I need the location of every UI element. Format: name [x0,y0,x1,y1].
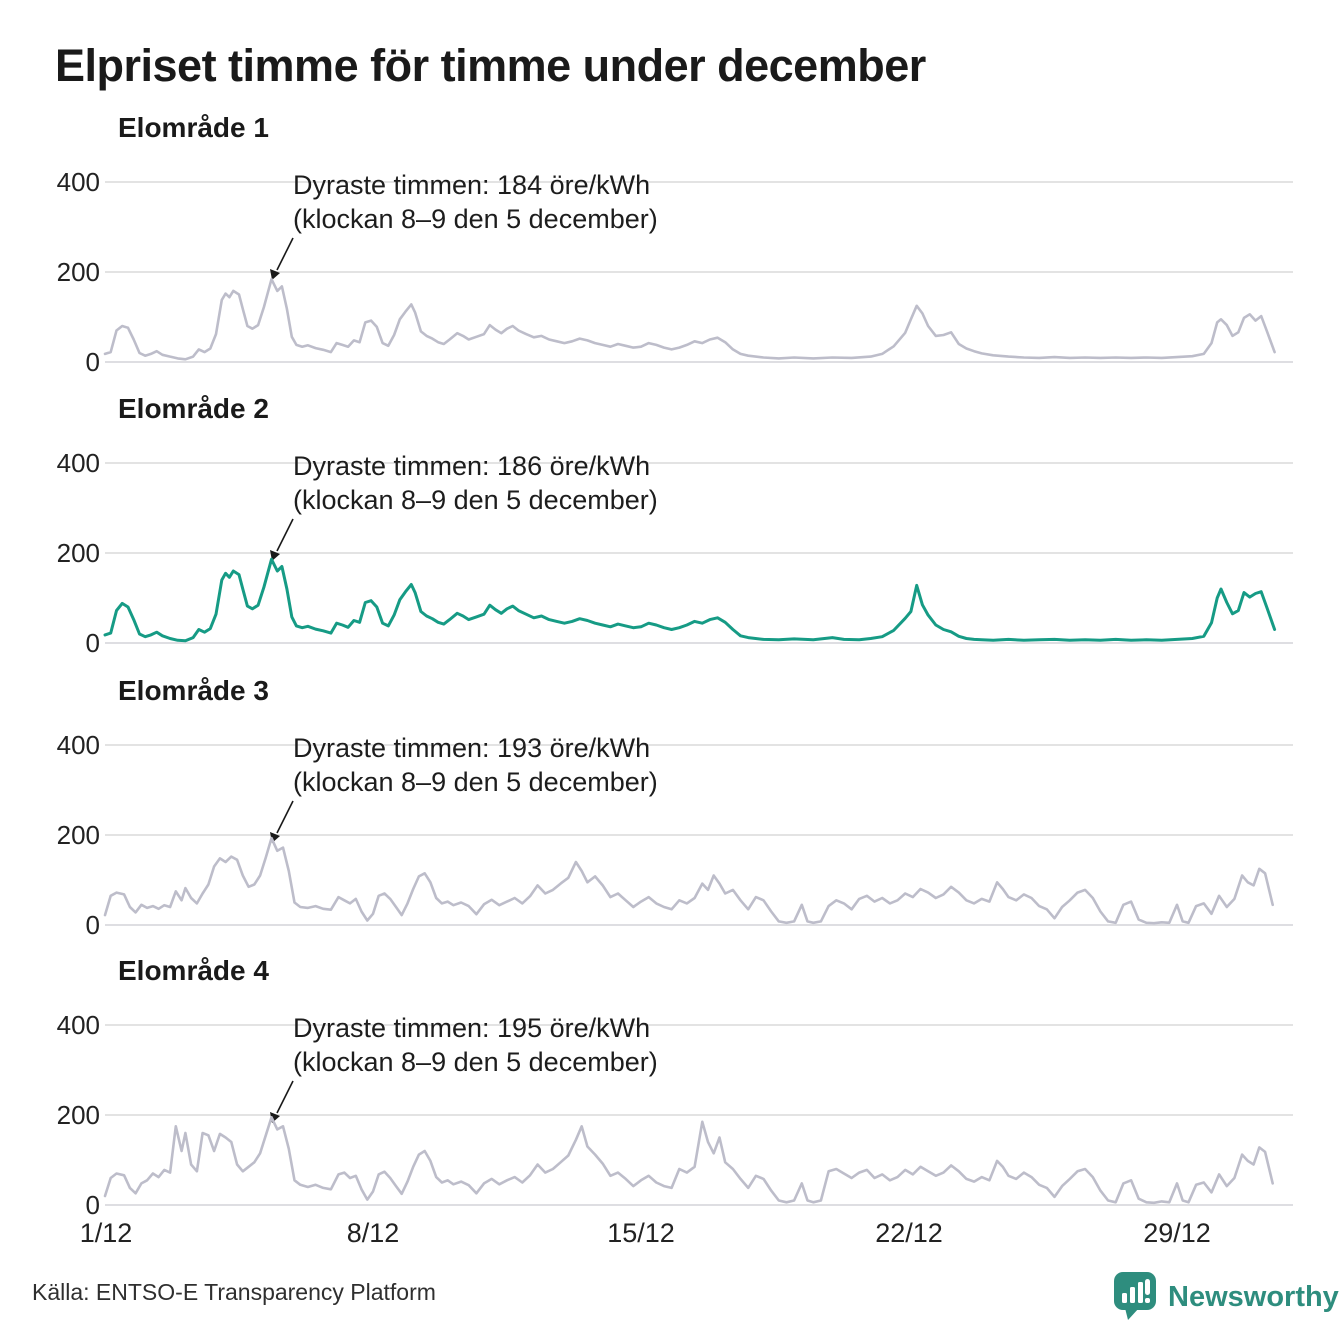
annotation-elomrade-2: Dyraste timmen: 186 öre/kWh (klockan 8–9… [293,449,658,517]
annotation-line1: Dyraste timmen: 186 öre/kWh [293,451,651,481]
annotation-line2: (klockan 8–9 den 5 december) [293,1047,658,1077]
y-tick-400: 400 [56,1010,100,1040]
y-tick-200: 200 [56,538,100,568]
y-tick-200: 200 [56,257,100,287]
annotation-line1: Dyraste timmen: 195 öre/kWh [293,1013,651,1043]
line-chart-elomrade-4 [103,1024,1293,1206]
y-tick-0: 0 [85,910,100,940]
x-tick-8-12: 8/12 [346,1218,400,1248]
annotation-arrow [276,800,294,834]
chart-title-elomrade-2: Elområde 2 [118,393,269,424]
y-tick-400: 400 [56,167,100,197]
source-credit: Källa: ENTSO-E Transparency Platform [32,1279,436,1305]
x-tick-15-12: 15/12 [607,1218,675,1248]
x-tick-29-12: 29/12 [1143,1218,1211,1248]
price-line [103,557,1277,643]
price-line [103,836,1274,925]
annotation-elomrade-3: Dyraste timmen: 193 öre/kWh (klockan 8–9… [293,731,658,799]
chart-title-elomrade-1: Elområde 1 [118,112,269,143]
y-tick-0: 0 [85,1190,100,1220]
annotation-elomrade-1: Dyraste timmen: 184 öre/kWh (klockan 8–9… [293,168,658,236]
annotation-arrow [276,1080,294,1114]
page-title: Elpriset timme för timme under december [55,40,926,91]
y-tick-400: 400 [56,448,100,478]
chart-title-elomrade-4: Elområde 4 [118,955,269,986]
y-tick-0: 0 [85,347,100,377]
line-chart-elomrade-2 [103,462,1293,644]
newsworthy-wordmark: Newsworthy [1168,1280,1339,1313]
annotation-arrow [276,237,294,271]
annotation-elomrade-4: Dyraste timmen: 195 öre/kWh (klockan 8–9… [293,1011,658,1079]
x-tick-1-12: 1/12 [79,1218,133,1248]
line-chart-elomrade-3 [103,744,1293,926]
y-tick-200: 200 [56,820,100,850]
annotation-line2: (klockan 8–9 den 5 december) [293,485,658,515]
x-tick-22-12: 22/12 [875,1218,943,1248]
y-tick-400: 400 [56,730,100,760]
chart-title-elomrade-3: Elområde 3 [118,675,269,706]
price-line [103,277,1276,361]
price-line [103,1116,1274,1205]
annotation-line2: (klockan 8–9 den 5 december) [293,204,658,234]
annotation-arrowhead [270,269,280,280]
y-tick-0: 0 [85,628,100,658]
line-chart-elomrade-1 [103,181,1293,363]
annotation-line1: Dyraste timmen: 193 öre/kWh [293,733,651,763]
y-tick-200: 200 [56,1100,100,1130]
newsworthy-logo: Newsworthy [1112,1270,1339,1320]
annotation-arrow [276,518,294,552]
annotation-line1: Dyraste timmen: 184 öre/kWh [293,170,651,200]
annotation-line2: (klockan 8–9 den 5 december) [293,767,658,797]
newsworthy-bubble-chart-icon [1114,1272,1156,1320]
